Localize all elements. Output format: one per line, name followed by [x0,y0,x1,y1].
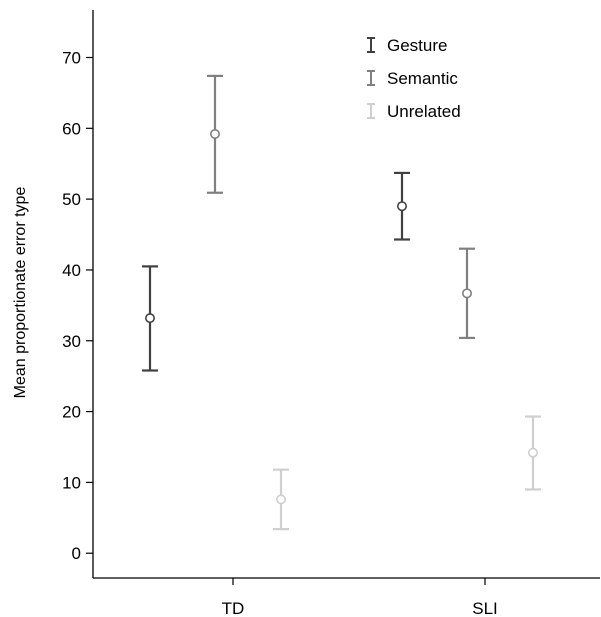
y-tick-label: 70 [62,48,81,67]
mean-point [145,313,156,324]
y-axis-label: Mean proportionate error type [12,187,29,399]
legend-item-unrelated: Unrelated [367,102,461,121]
legend-label: Gesture [387,36,447,55]
y-tick-label: 10 [62,473,81,492]
axes: 0 10 20 30 40 50 60 70 TD SLI [62,10,600,617]
error-bar-unrelated-sli [525,415,541,491]
y-tick-label: 40 [62,261,81,280]
error-bar-semantic-sli [459,247,475,340]
error-bar-unrelated-td [273,468,289,531]
chart-marks [142,74,541,531]
legend-item-semantic: Semantic [367,69,458,88]
x-tick-label: SLI [472,599,498,617]
mean-point [527,447,538,458]
y-tick-label: 0 [72,544,81,563]
legend: Gesture Semantic Unrelated [367,36,461,121]
mean-point [275,494,286,505]
y-tick-label: 30 [62,332,81,351]
legend-item-gesture: Gesture [367,36,447,55]
mean-point [396,201,407,212]
error-bar-gesture-td [142,265,158,372]
mean-point [210,128,221,139]
mean-point [461,288,472,299]
y-tick-label: 50 [62,190,81,209]
y-tick-label: 20 [62,403,81,422]
legend-label: Unrelated [387,102,461,121]
legend-label: Semantic [387,69,458,88]
error-bar-gesture-sli [394,171,410,241]
error-bar-semantic-td [207,74,223,194]
x-tick-label: TD [222,599,245,617]
y-tick-label: 60 [62,119,81,138]
